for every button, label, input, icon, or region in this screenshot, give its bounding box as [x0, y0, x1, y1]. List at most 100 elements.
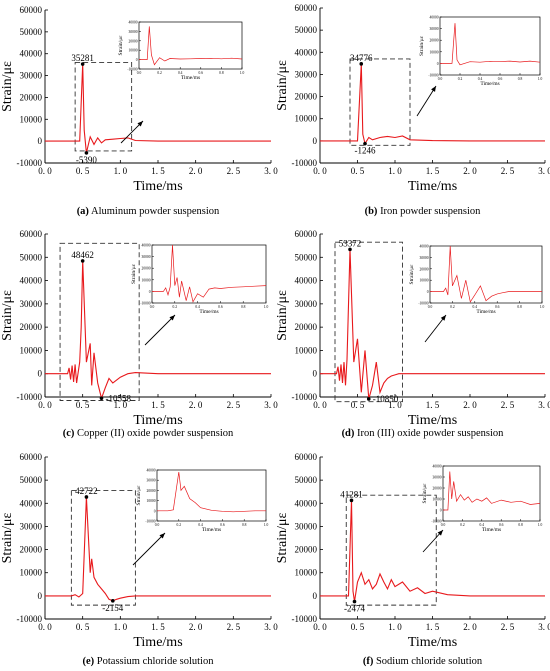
x-axis-label: Time/ms — [133, 635, 182, 650]
y-tick-label: 30000 — [20, 521, 43, 531]
y-tick-label: 10000 — [20, 345, 43, 355]
x-tick-label: 1. 0 — [114, 622, 128, 632]
inset-x-tick-label: 0.0 — [155, 523, 160, 527]
x-tick-label: 2. 5 — [227, 166, 241, 176]
zoom-box — [59, 242, 140, 401]
zoom-box — [334, 241, 403, 403]
panel-caption-tag: (a) — [77, 206, 90, 217]
inset-x-tick-label: 1.0 — [264, 305, 269, 309]
inset-x-tick-label: 0.2 — [458, 77, 463, 81]
inset-y-tick-label: 40000 — [420, 245, 429, 249]
inset-x-tick-label: 0.2 — [450, 305, 455, 309]
inset-x-tick-label: 0.8 — [241, 305, 246, 309]
panel-caption: (a) Aluminum powder suspension — [77, 206, 220, 217]
x-tick-label: 0. 0 — [38, 166, 52, 176]
inset-y-tick-label: 0 — [149, 290, 151, 294]
inset-x-tick-label: 1.0 — [538, 77, 543, 81]
zoom-box — [349, 58, 411, 146]
inset-x-tick-label: 0.2 — [177, 523, 182, 527]
inset-y-tick-label: -10000 — [140, 302, 150, 306]
inset-series-line — [139, 26, 243, 66]
inset-series-line — [430, 245, 542, 303]
inset-x-axis-label: Time/ms — [202, 527, 221, 533]
inset-chart: -10000 0 10000 20000 30000 40000 0.0 0.2 0.4 0.6 0… — [136, 469, 268, 534]
y-tick-label: 50000 — [20, 252, 43, 262]
y-tick-label: 10000 — [295, 568, 318, 578]
annotation-marker — [111, 599, 115, 603]
y-tick-label: 0 — [313, 369, 318, 379]
inset-y-tick-label: 20000 — [420, 267, 429, 271]
y-tick-label: 50000 — [295, 475, 318, 485]
x-tick-label: 0. 5 — [76, 166, 90, 176]
inset-chart: -10000 0 10000 20000 30000 40000 0.0 0.2 0.4 0.6 0… — [131, 244, 268, 316]
annotation-marker — [99, 396, 104, 401]
x-tick-label: 3. 0 — [538, 622, 550, 632]
y-axis-label: Strain/με — [0, 61, 15, 112]
annotation-label: 48462 — [71, 250, 94, 260]
zoom-box — [345, 494, 437, 606]
y-tick-label: 50000 — [20, 475, 43, 485]
x-tick-label: 1. 0 — [388, 400, 402, 410]
x-tick-label: 0. 5 — [76, 400, 90, 410]
inset-x-tick-label: 1.0 — [538, 523, 543, 527]
y-tick-label: 0 — [38, 136, 43, 146]
inset-x-tick-label: 0.4 — [473, 305, 478, 309]
inset-y-tick-label: 30000 — [420, 256, 429, 260]
inset-x-tick-label: 0.2 — [460, 523, 465, 527]
inset-x-tick-label: 0.6 — [220, 523, 225, 527]
inset-x-tick-label: 0.6 — [218, 305, 223, 309]
y-tick-label: -10000 — [17, 158, 43, 168]
inset-chart: -10000 0 10000 20000 30000 40000 0.0 0.2 0.4 0.6 0… — [409, 245, 544, 316]
pointer-arrow-head — [137, 121, 143, 127]
inset-y-tick-label: 0 — [136, 58, 138, 62]
inset-y-tick-label: -10000 — [127, 68, 137, 72]
annotation-label: -5390 — [76, 155, 97, 165]
annotation-marker — [84, 495, 89, 499]
series-line-1 — [45, 63, 271, 154]
panel-caption-text: Aluminum powder suspension — [91, 206, 220, 217]
x-tick-label: 2. 5 — [501, 400, 515, 410]
y-tick-label: 40000 — [20, 498, 43, 508]
zoom-box — [70, 490, 136, 606]
panel-caption-text: Sodium chloride solution — [376, 656, 483, 667]
x-tick-label: 1. 5 — [151, 622, 165, 632]
x-tick-label: 0. 5 — [351, 622, 365, 632]
inset-series-line — [152, 244, 267, 303]
inset-x-tick-label: 0.6 — [495, 305, 500, 309]
x-tick-label: 3. 0 — [264, 166, 278, 176]
inset-x-tick-label: 0.8 — [518, 77, 523, 81]
inset-y-axis-label: Strain/με — [136, 485, 142, 506]
x-tick-label: 2. 0 — [189, 400, 203, 410]
annotation-label: 34776 — [350, 53, 373, 63]
y-tick-label: 0 — [38, 369, 43, 379]
annotation-label: -10850 — [373, 394, 399, 404]
x-tick-label: 3. 0 — [538, 166, 550, 176]
x-tick-label: 2. 5 — [227, 400, 241, 410]
y-tick-label: 50000 — [295, 252, 318, 262]
inset-x-tick-label: 0.4 — [480, 523, 485, 527]
panel-caption: (b) Iron powder suspension — [365, 206, 482, 217]
y-axis-label: Strain/με — [275, 290, 290, 341]
x-tick-label: 0. 0 — [38, 400, 52, 410]
annotation-label: -10558 — [106, 393, 132, 403]
panel-caption-text: Iron (III) oxide powder suspension — [357, 428, 504, 439]
y-tick-label: -10000 — [17, 392, 43, 402]
annotation-marker — [359, 62, 364, 66]
inset-x-axis-label: Time/ms — [199, 309, 218, 315]
inset-y-tick-label: 0 — [437, 62, 439, 66]
x-axis-label: Time/ms — [408, 413, 457, 428]
inset-frame — [156, 469, 267, 522]
series-line-1 — [320, 63, 545, 146]
inset-y-tick-label: 10000 — [430, 50, 439, 54]
pointer-arrow-head — [437, 530, 443, 536]
y-tick-label: -10000 — [17, 614, 43, 624]
annotation-marker — [363, 141, 367, 146]
x-tick-label: 2. 0 — [463, 166, 477, 176]
panel-caption: (f) Sodium chloride solution — [363, 656, 483, 667]
pointer-arrow-line — [416, 85, 437, 117]
y-axis-label: Strain/με — [0, 290, 15, 341]
y-tick-label: 10000 — [20, 568, 43, 578]
x-tick-label: 2. 0 — [463, 400, 477, 410]
inset-y-tick-label: 20000 — [147, 489, 156, 493]
y-tick-label: -10000 — [292, 614, 318, 624]
